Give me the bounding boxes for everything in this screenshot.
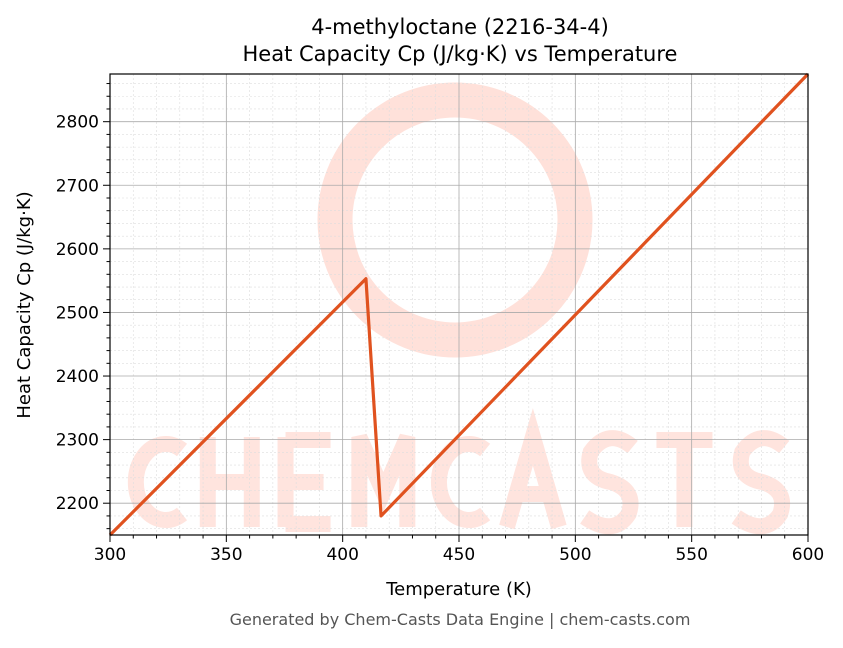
watermark-letter-shape — [731, 430, 791, 535]
watermark-letter-shape — [277, 432, 331, 532]
chart-title: 4-methyloctane (2216-34-4) — [311, 15, 609, 39]
y-tick-label: 2500 — [56, 303, 99, 323]
watermark-letter-shape — [351, 433, 416, 527]
watermark-letter-shape — [656, 432, 713, 527]
y-tick-label: 2700 — [56, 176, 99, 196]
x-tick-label: 450 — [443, 545, 475, 565]
y-tick-label: 2200 — [56, 494, 99, 514]
footer-text: Generated by Chem-Casts Data Engine | ch… — [230, 610, 691, 629]
watermark-logo — [127, 82, 791, 535]
x-tick-label: 600 — [792, 545, 824, 565]
watermark-ring — [317, 82, 593, 358]
watermark-lettering — [127, 408, 791, 535]
watermark-letter-shape — [199, 437, 260, 527]
x-tick-label: 400 — [326, 545, 358, 565]
y-axis-label: Heat Capacity Cp (J/kg·K) — [14, 191, 35, 418]
y-tick-label: 2600 — [56, 240, 99, 260]
x-tick-label: 300 — [94, 545, 126, 565]
watermark-letter-shape — [430, 436, 491, 528]
x-tick-label: 500 — [559, 545, 591, 565]
y-tick-label: 2400 — [56, 367, 99, 387]
y-tick-label: 2800 — [56, 113, 99, 133]
series-line — [108, 72, 810, 537]
x-tick-label: 350 — [210, 545, 242, 565]
x-axis-label: Temperature (K) — [385, 579, 532, 600]
watermark-letter-shape — [499, 408, 567, 530]
watermark-letter-shape — [127, 436, 188, 528]
chart-subtitle: Heat Capacity Cp (J/kg·K) vs Temperature — [243, 42, 678, 66]
x-tick-label: 550 — [675, 545, 707, 565]
y-tick-label: 2300 — [56, 431, 99, 451]
watermark-letter-shape — [580, 430, 639, 535]
